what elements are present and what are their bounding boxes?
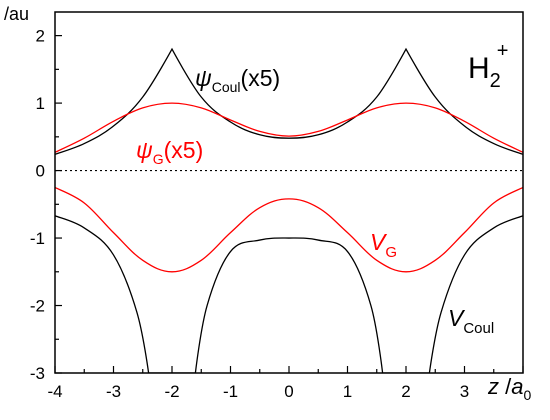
x-axis-var: z <box>487 374 499 399</box>
curves-layer <box>55 47 523 373</box>
x-tick-label: -3 <box>106 382 121 401</box>
x-tick-label: 2 <box>401 382 410 401</box>
x-axis-unit-sub: 0 <box>523 387 531 403</box>
v-g-sym: V <box>370 229 388 255</box>
x-tick-label: -2 <box>164 382 179 401</box>
psi-coul-suffix: (x5) <box>241 65 281 91</box>
v-coul-sym: V <box>448 305 466 331</box>
x-tick-label: -1 <box>223 382 238 401</box>
psi-g-sub: G <box>153 151 164 167</box>
y-tick-label: -2 <box>30 297 45 316</box>
y-axis-label: /au <box>4 4 29 24</box>
psi-g-suffix: (x5) <box>164 137 204 163</box>
axis-ticks <box>54 35 524 374</box>
y-tick-label: 1 <box>36 94 45 113</box>
molecule-label: H2 + <box>468 40 508 92</box>
molecule-base: H <box>468 52 490 85</box>
x-axis-sep: / <box>499 374 512 399</box>
x-tick-label: 3 <box>460 382 469 401</box>
y-tick-label: 0 <box>36 162 45 181</box>
molecule-sup: + <box>497 40 509 62</box>
x-tick-label: -4 <box>47 382 62 401</box>
psi-g-sym: ψ <box>136 137 153 163</box>
psi-coul-curve <box>55 47 523 155</box>
psi-coul-label: ψCoul(x5) <box>195 65 280 95</box>
x-axis-unit: a <box>511 374 523 399</box>
psi-g-curve <box>55 102 523 153</box>
y-tick-label: 2 <box>36 27 45 46</box>
molecule-sub: 2 <box>490 70 501 92</box>
v-coul-label: VCoul <box>448 305 494 337</box>
v-coul-curve <box>55 215 523 373</box>
x-tick-label: 0 <box>284 382 293 401</box>
psi-g-label: ψG(x5) <box>136 137 203 167</box>
psi-coul-sym: ψ <box>195 65 212 91</box>
v-g-curve <box>55 186 523 273</box>
y-tick-label: -3 <box>30 364 45 383</box>
x-axis-label: z /a0 <box>487 374 531 403</box>
v-g-sub: G <box>385 244 397 261</box>
psi-coul-sub: Coul <box>212 79 241 95</box>
y-tick-label: -1 <box>30 229 45 248</box>
v-g-label: VG <box>370 229 397 261</box>
v-coul-sub: Coul <box>463 320 494 337</box>
x-tick-label: 1 <box>343 382 352 401</box>
